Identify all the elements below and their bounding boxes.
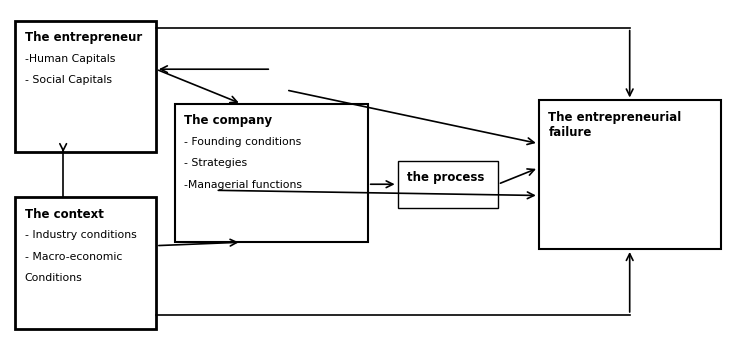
FancyBboxPatch shape: [15, 21, 156, 152]
Text: The entrepreneur: The entrepreneur: [25, 31, 142, 44]
Text: - Founding conditions: - Founding conditions: [184, 137, 302, 147]
Text: - Macro-economic: - Macro-economic: [25, 252, 122, 262]
Text: The context: The context: [25, 208, 103, 221]
Text: Conditions: Conditions: [25, 273, 82, 283]
Text: -Human Capitals: -Human Capitals: [25, 54, 115, 64]
FancyBboxPatch shape: [398, 161, 498, 208]
Text: The company: The company: [184, 114, 273, 127]
Text: - Industry conditions: - Industry conditions: [25, 230, 136, 240]
FancyBboxPatch shape: [15, 197, 156, 329]
Text: -Managerial functions: -Managerial functions: [184, 180, 302, 190]
Text: The entrepreneurial
failure: The entrepreneurial failure: [548, 111, 681, 139]
Text: the process: the process: [407, 171, 484, 184]
FancyBboxPatch shape: [175, 104, 368, 242]
Text: - Social Capitals: - Social Capitals: [25, 75, 111, 85]
Text: - Strategies: - Strategies: [184, 158, 247, 168]
FancyBboxPatch shape: [539, 100, 721, 249]
